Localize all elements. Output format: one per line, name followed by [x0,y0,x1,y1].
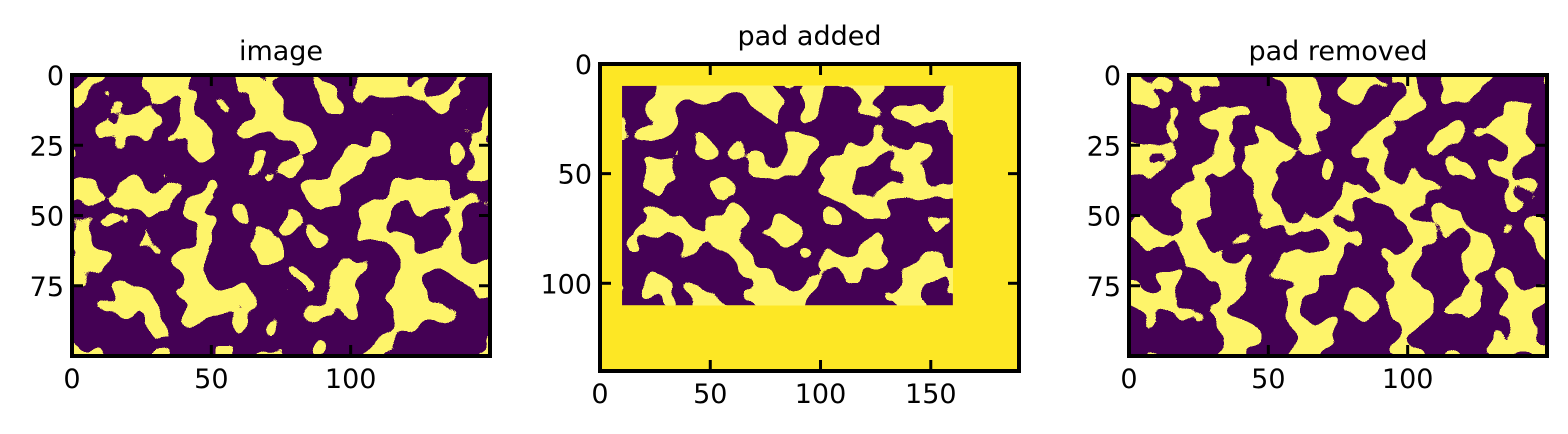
y-tick-label: 25 [30,131,64,162]
panels-group: image 0 50 100 0 25 50 75 pad added 0 50 100 150 0 50 1… [30,21,1549,410]
x-tick-label: 100 [325,364,377,395]
y-tick-label: 50 [558,160,592,191]
y-tick-label: 100 [540,269,592,300]
heatmap-image [1129,75,1547,356]
x-tick-label: 0 [591,379,608,410]
x-tick-label: 0 [63,364,80,395]
y-tick-label: 75 [30,272,64,303]
y-tick-label: 0 [1104,61,1121,92]
panel-3: pad removed 0 50 100 0 25 50 75 [1087,36,1549,395]
y-tick-label: 50 [1087,202,1121,233]
heatmap-image [72,75,490,356]
x-tick-label: 100 [1382,364,1434,395]
x-tick-label: 50 [194,364,228,395]
chart-title: image [239,36,323,67]
x-tick-label: 50 [1251,364,1285,395]
y-tick-label: 0 [47,61,64,92]
y-tick-label: 50 [30,202,64,233]
y-tick-label: 0 [575,50,592,81]
image-blobs [1129,75,1547,356]
x-tick-label: 100 [795,379,847,410]
image-blobs [72,75,490,356]
chart-title: pad removed [1248,36,1427,67]
y-tick-label: 75 [1087,272,1121,303]
axes-frame [598,62,1021,373]
panel-2: pad added 0 50 100 150 0 50 100 [540,21,1021,410]
x-tick-label: 0 [1120,364,1137,395]
image-blobs [622,85,953,306]
chart-title: pad added [738,21,882,52]
heatmap-image [600,64,1019,371]
x-tick-label: 150 [905,379,957,410]
panel-1: image 0 50 100 0 25 50 75 [30,36,492,395]
y-tick-label: 25 [1087,131,1121,162]
x-tick-label: 50 [693,379,727,410]
